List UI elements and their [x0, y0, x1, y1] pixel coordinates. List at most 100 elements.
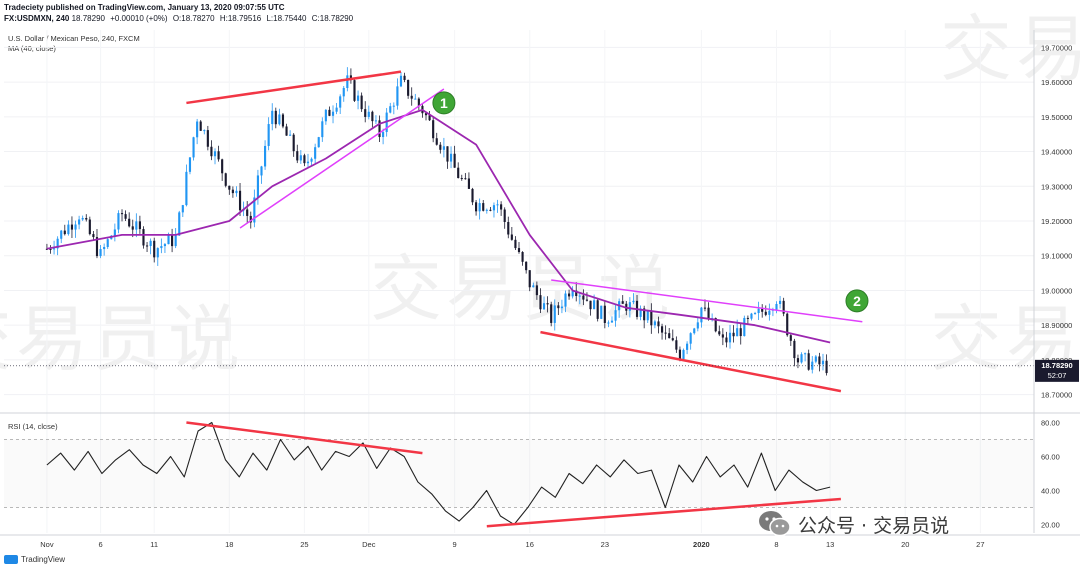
candle-body: [238, 190, 242, 211]
candle-body: [339, 96, 342, 108]
candle-body: [786, 313, 789, 336]
candle-body: [525, 261, 528, 271]
price-tick-label: 18.90000: [1041, 321, 1072, 330]
time-tick-label: 23: [601, 540, 609, 549]
candle-body: [664, 332, 667, 334]
candle-body: [449, 153, 453, 162]
candle-body: [88, 219, 91, 235]
candle-body: [135, 221, 138, 230]
candle-body: [718, 331, 721, 335]
candle-body: [74, 224, 77, 230]
candle-body: [457, 167, 460, 178]
candle-body: [564, 293, 567, 307]
candle-body: [149, 240, 152, 247]
candle-body: [596, 300, 599, 319]
candle-body: [253, 197, 256, 223]
time-tick-label: Nov: [40, 540, 54, 549]
candle-body: [342, 88, 345, 97]
candle-body: [138, 221, 141, 230]
rsi-tick-label: 60.00: [1041, 453, 1060, 462]
candle-body: [60, 230, 63, 239]
footer: TradingView: [4, 555, 65, 564]
candle-body: [811, 361, 814, 370]
candle-body: [600, 305, 603, 319]
candle-body: [389, 106, 392, 113]
candle-body: [804, 353, 807, 355]
marker-2: [845, 289, 869, 313]
candle-body: [521, 252, 524, 262]
candle-body: [761, 308, 764, 312]
candle-body: [217, 151, 220, 160]
overlays: [4, 70, 1034, 528]
candle-body: [732, 332, 735, 337]
candle-body: [696, 322, 699, 329]
candle-body: [63, 230, 66, 235]
candle-body: [356, 95, 360, 101]
candle-body: [725, 337, 728, 343]
candle-body: [317, 137, 320, 148]
candle-body: [99, 249, 102, 257]
candle-body: [353, 80, 356, 101]
candle-body: [106, 239, 109, 247]
candle-body: [403, 75, 406, 80]
candle-body: [56, 238, 59, 249]
candle-body: [81, 218, 84, 220]
price-change: +0.00010 (+0%): [110, 14, 168, 23]
candle-body: [532, 285, 535, 288]
candle-body: [707, 307, 710, 320]
price-tick-label: 19.00000: [1041, 286, 1072, 295]
price-badge-value: 18.78290: [1041, 361, 1072, 370]
symbol-label: FX:USDMXN, 240: [4, 14, 70, 23]
candle-body: [45, 248, 48, 250]
candle-body: [92, 234, 95, 238]
time-tick-label: 8: [774, 540, 778, 549]
candle-body: [78, 219, 81, 225]
candle-body: [482, 203, 485, 211]
candle-body: [442, 146, 445, 150]
trendline-rising-pink: [239, 88, 445, 229]
candle-body: [575, 290, 578, 296]
rsi-grid: [4, 439, 1034, 508]
candle-body: [678, 349, 682, 360]
time-tick-label: 11: [150, 540, 158, 549]
candle-body: [113, 229, 116, 236]
candle-body: [793, 340, 796, 359]
candle-body: [500, 204, 503, 210]
candle-body: [249, 215, 252, 223]
candle-body: [571, 290, 574, 297]
candle-body: [693, 328, 696, 334]
candle-body: [439, 144, 442, 150]
candle-body: [306, 161, 310, 164]
candle-body: [750, 313, 753, 319]
candle-body: [324, 109, 327, 122]
candle-body: [496, 204, 499, 206]
candle-body: [775, 304, 778, 310]
marker-1-label: 1: [440, 95, 448, 111]
price-tick-label: 19.50000: [1041, 113, 1072, 122]
candle-body: [492, 205, 496, 211]
candle-body: [196, 121, 199, 138]
time-tick-label: 6: [98, 540, 102, 549]
candle-body: [145, 245, 149, 247]
price-badge: [1035, 359, 1079, 382]
candle-body: [246, 209, 249, 216]
time-tick-label: 9: [453, 540, 457, 549]
candle-body: [174, 235, 177, 247]
candle-body: [578, 295, 581, 297]
candle-body: [560, 306, 563, 309]
trendline-rsi-upper-red: [186, 421, 423, 455]
candle-body: [464, 178, 467, 180]
candle-body: [614, 310, 617, 321]
rsi-band: [4, 439, 1034, 508]
trendline-falling-pink: [551, 279, 863, 323]
candle-body: [267, 124, 270, 146]
candle-body: [478, 203, 481, 212]
wechat-credit: 公众号 · 交易员说: [758, 509, 949, 539]
candle-body: [221, 159, 224, 174]
rsi-tick-label: 80.00: [1041, 419, 1060, 428]
candle-body: [621, 301, 624, 304]
trendline-lower-red: [540, 330, 842, 393]
candle-body: [728, 332, 732, 343]
axes: 19.70000 19.60000 19.50000 19.40000 19.30000…: [0, 30, 1080, 549]
